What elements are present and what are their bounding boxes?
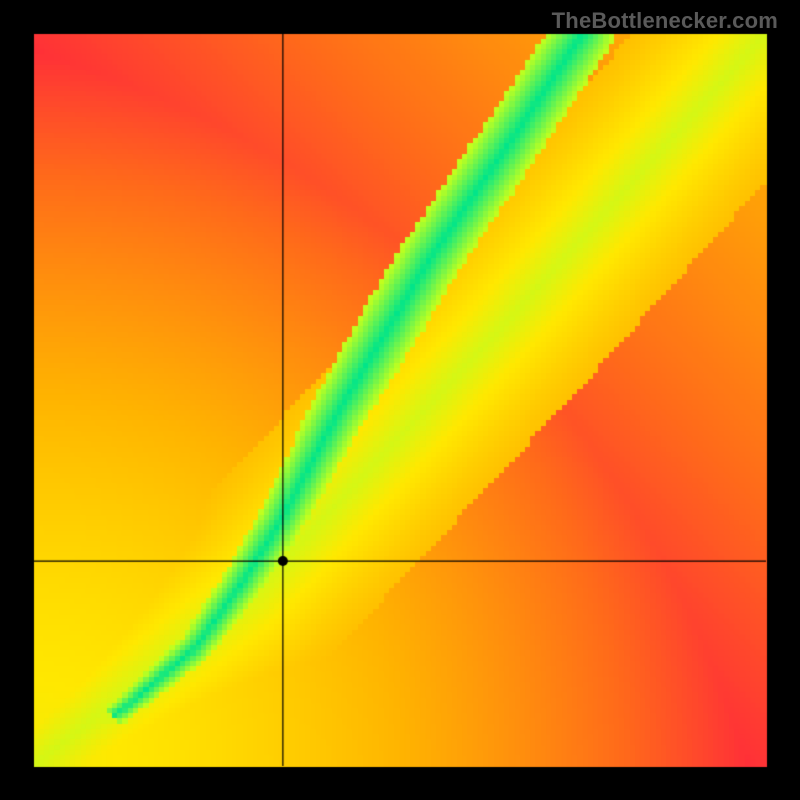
bottleneck-heatmap — [0, 0, 800, 800]
watermark-text: TheBottlenecker.com — [552, 8, 778, 34]
